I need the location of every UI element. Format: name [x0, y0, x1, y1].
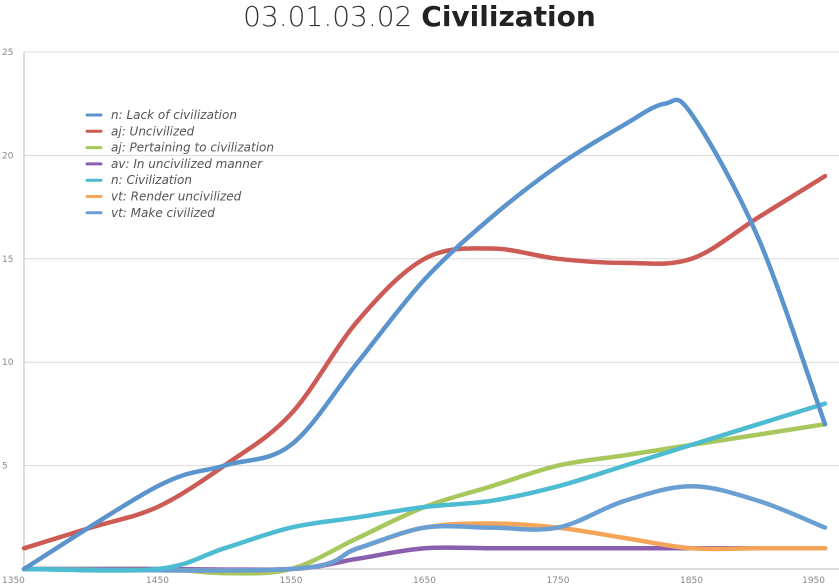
legend-label: n: Civilization — [111, 173, 192, 187]
x-tick-label: 1550 — [280, 576, 303, 586]
x-tick-label: 1650 — [413, 576, 436, 586]
x-tick-label: 1950 — [802, 576, 825, 586]
y-tick-label: 15 — [2, 255, 13, 265]
series-line-4 — [21, 401, 828, 573]
x-tick-label: 1750 — [547, 576, 570, 586]
legend-label: n: Lack of civilization — [111, 108, 237, 122]
series-line-1 — [21, 173, 828, 551]
x-tick-label: 1850 — [680, 576, 703, 586]
chart-title: 03.01.03.02 Civilization — [0, 0, 839, 34]
x-tick-label: 1350 — [2, 576, 25, 586]
legend-label: vt: Make civilized — [111, 206, 215, 220]
y-tick-label: 10 — [2, 358, 14, 368]
legend-label: aj: Pertaining to civilization — [111, 141, 274, 155]
y-tick-label: 5 — [2, 462, 8, 472]
y-tick-label: 25 — [2, 48, 13, 58]
chart-title-name: Civilization — [421, 0, 596, 33]
legend-label: vt: Render uncivilized — [111, 190, 242, 204]
legend-label: aj: Uncivilized — [111, 124, 195, 138]
chart-title-code: 03.01.03.02 — [243, 0, 413, 33]
x-tick-label: 1450 — [146, 576, 169, 586]
y-tick-label: 20 — [2, 151, 14, 161]
series-line-6 — [21, 484, 828, 573]
legend-label: av: In uncivilized manner — [111, 157, 263, 171]
series-line-0 — [21, 97, 828, 572]
